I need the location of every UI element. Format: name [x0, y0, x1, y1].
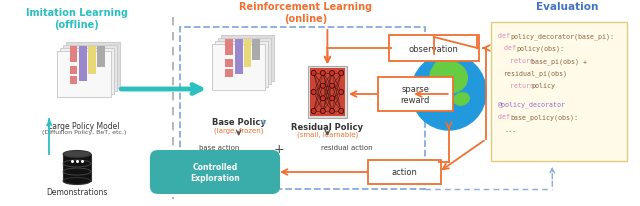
Bar [88, 47, 96, 74]
Circle shape [330, 84, 334, 88]
Circle shape [330, 85, 333, 88]
Text: @policy_decorator: @policy_decorator [498, 101, 566, 108]
Circle shape [312, 72, 315, 75]
Circle shape [330, 97, 334, 101]
Text: base action: base action [199, 144, 239, 150]
Bar [97, 47, 105, 67]
Circle shape [340, 91, 342, 94]
Text: Large Policy Model: Large Policy Model [48, 121, 120, 130]
Text: residual action: residual action [321, 144, 373, 150]
Bar [79, 47, 87, 81]
Text: def: def [498, 33, 514, 39]
Text: Reinforcement Learning
(online): Reinforcement Learning (online) [239, 2, 372, 24]
Ellipse shape [63, 178, 91, 185]
Text: +: + [274, 142, 284, 155]
Circle shape [339, 71, 344, 76]
Circle shape [330, 71, 334, 76]
Bar [70, 77, 77, 85]
FancyBboxPatch shape [308, 67, 347, 118]
Circle shape [312, 71, 316, 76]
Text: return: return [510, 83, 538, 89]
Circle shape [340, 110, 342, 113]
FancyBboxPatch shape [60, 49, 114, 95]
Circle shape [312, 91, 315, 94]
Text: Base Policy: Base Policy [212, 117, 266, 126]
Bar [70, 47, 77, 63]
Bar [70, 67, 77, 75]
Text: (small, learnable): (small, learnable) [297, 130, 358, 137]
Text: Evaluation: Evaluation [536, 2, 598, 12]
Text: policy: policy [531, 83, 555, 89]
Bar [225, 70, 233, 78]
Circle shape [312, 110, 315, 113]
Text: ...: ... [504, 126, 516, 132]
Text: ❄: ❄ [259, 117, 266, 126]
Text: Imitation Learning
(offline): Imitation Learning (offline) [26, 8, 128, 30]
Text: action: action [392, 168, 417, 177]
Circle shape [321, 85, 324, 88]
FancyBboxPatch shape [63, 46, 117, 91]
FancyBboxPatch shape [378, 78, 452, 111]
Text: (large, frozen): (large, frozen) [214, 126, 264, 133]
Text: observation: observation [409, 44, 459, 53]
Text: policy(obs):: policy(obs): [516, 45, 564, 52]
Bar [63, 154, 91, 181]
Text: Controlled
Exploration: Controlled Exploration [190, 162, 240, 182]
Circle shape [321, 84, 325, 88]
FancyBboxPatch shape [212, 45, 266, 91]
Text: base_pi(obs) +: base_pi(obs) + [531, 58, 587, 64]
FancyBboxPatch shape [221, 36, 274, 82]
Circle shape [321, 97, 324, 100]
Circle shape [340, 72, 342, 75]
Circle shape [339, 90, 344, 95]
Ellipse shape [430, 62, 467, 94]
Ellipse shape [431, 99, 443, 109]
Circle shape [312, 90, 316, 95]
Text: Demonstrations: Demonstrations [46, 187, 108, 196]
Circle shape [321, 110, 324, 113]
Text: residual_pi(obs): residual_pi(obs) [504, 70, 568, 77]
Bar [252, 40, 260, 60]
Circle shape [330, 72, 333, 75]
FancyBboxPatch shape [57, 52, 111, 97]
Text: policy_decorator(base_pi):: policy_decorator(base_pi): [510, 33, 614, 40]
Circle shape [321, 109, 325, 114]
Bar [225, 40, 233, 56]
Text: base_policy(obs):: base_policy(obs): [510, 114, 578, 120]
Circle shape [321, 97, 325, 101]
Circle shape [321, 71, 325, 76]
Text: (Diffusion Policy, BeT, etc.): (Diffusion Policy, BeT, etc.) [42, 129, 126, 134]
Circle shape [312, 109, 316, 114]
Bar [235, 40, 243, 74]
Circle shape [321, 72, 324, 75]
FancyBboxPatch shape [368, 160, 441, 184]
FancyBboxPatch shape [65, 43, 120, 89]
Bar [310, 69, 345, 116]
FancyBboxPatch shape [215, 42, 268, 88]
Ellipse shape [434, 62, 454, 74]
Ellipse shape [63, 151, 91, 158]
FancyBboxPatch shape [218, 39, 271, 85]
Text: def: def [498, 114, 514, 120]
Circle shape [412, 55, 486, 130]
FancyBboxPatch shape [491, 23, 627, 161]
FancyBboxPatch shape [388, 36, 479, 62]
Text: sparse
reward: sparse reward [401, 84, 430, 104]
Ellipse shape [454, 93, 469, 106]
Bar [225, 60, 233, 68]
FancyBboxPatch shape [150, 150, 280, 194]
Circle shape [339, 109, 344, 114]
Circle shape [330, 109, 334, 114]
Text: return: return [510, 58, 538, 64]
Circle shape [330, 110, 333, 113]
Text: Residual Policy: Residual Policy [291, 122, 364, 131]
Bar [244, 40, 252, 67]
Circle shape [330, 97, 333, 100]
Text: def: def [504, 45, 520, 51]
